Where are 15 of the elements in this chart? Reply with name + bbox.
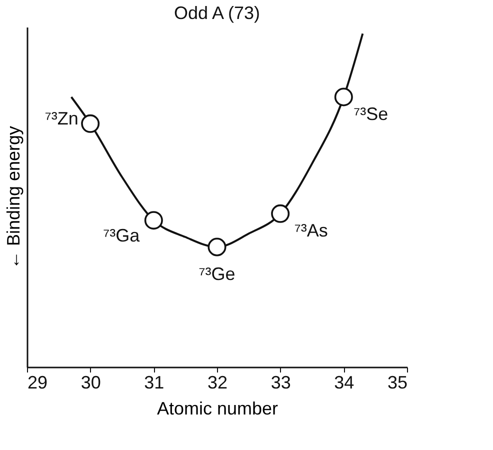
x-axis-title: Atomic number: [156, 398, 278, 418]
x-tick-label: 34: [334, 372, 354, 392]
annotation: ⁷³Zn: [44, 108, 78, 129]
x-tick-label: 35: [387, 372, 408, 392]
x-tick-label: 30: [80, 372, 101, 392]
x-tick-label: 32: [207, 372, 228, 392]
y-axis-title: ← Binding energy: [4, 126, 24, 270]
annotation: ⁷³Ge: [198, 264, 236, 284]
x-tick-label: 33: [270, 372, 291, 392]
annotation: ⁷³Se: [354, 104, 388, 124]
annotation: ⁷³As: [294, 220, 328, 241]
annotation: ⁷³Ga: [103, 225, 141, 246]
x-tick-label: 29: [28, 372, 48, 392]
x-tick-label: 31: [144, 372, 164, 392]
chart-title: Odd A (73): [174, 3, 260, 23]
